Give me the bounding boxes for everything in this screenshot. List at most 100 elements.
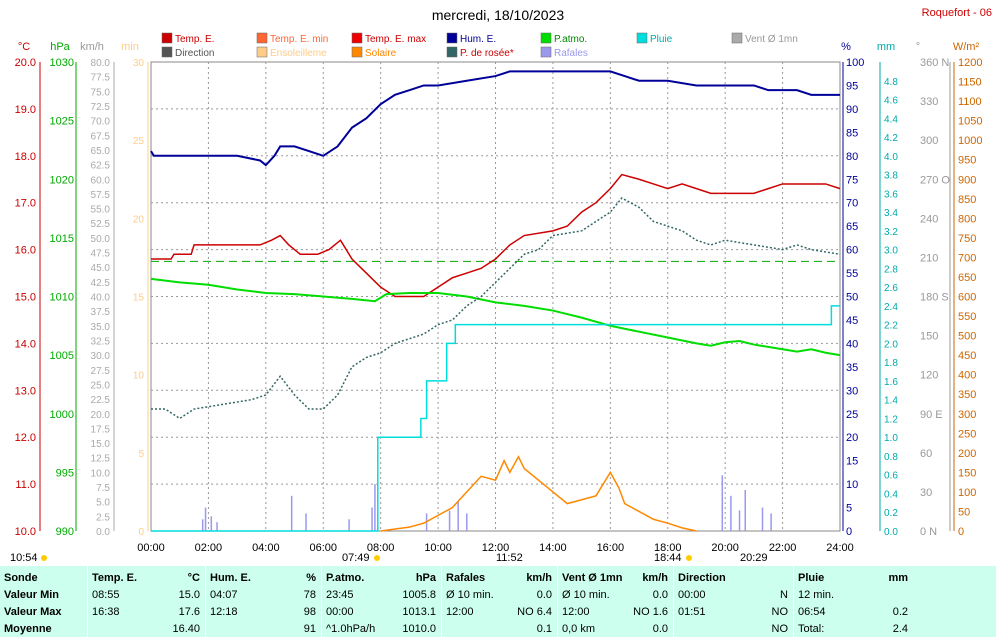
x-tick-label: 02:00 <box>195 542 223 554</box>
tick-solar: 500 <box>958 331 976 343</box>
series-line-1 <box>150 277 841 357</box>
sunset-time: 18:44 <box>654 552 682 564</box>
tick-solar: 0 <box>958 526 964 538</box>
tick-wind: 40.0 <box>91 293 111 304</box>
tick-hum: 10 <box>846 479 858 491</box>
tick-dir: 60 <box>920 448 932 460</box>
tick-dir: 270 O <box>920 174 950 186</box>
legend-swatch <box>256 32 268 44</box>
tick-rain: 4.6 <box>884 96 898 107</box>
table-cell-time: 00:00 <box>678 589 706 601</box>
x-tick-label: 00:00 <box>137 542 165 554</box>
tick-solar: 1200 <box>958 57 982 69</box>
unit-dir: ° <box>916 41 920 53</box>
unit-wind: km/h <box>80 41 104 53</box>
tick-wind: 70.0 <box>91 117 111 128</box>
tick-solar: 200 <box>958 448 976 460</box>
tick-rain: 0.6 <box>884 471 898 482</box>
unit-min: min <box>121 41 139 53</box>
tick-temp: 18.0 <box>15 151 36 163</box>
table-cell-value: 1013.1 <box>402 606 436 618</box>
legend-swatch <box>540 46 552 58</box>
tick-hum: 100 <box>846 57 864 69</box>
tick-solar: 1050 <box>958 116 982 128</box>
tick-temp: 11.0 <box>15 479 36 491</box>
table-header: Vent Ø 1mn <box>562 572 623 584</box>
table-cell-value: 1010.0 <box>402 623 436 635</box>
tick-solar: 950 <box>958 155 976 167</box>
tick-wind: 80.0 <box>91 58 111 69</box>
tick-min: 30 <box>133 58 145 69</box>
tick-wind: 15.0 <box>91 439 111 450</box>
table-cell-value: 98 <box>303 606 316 618</box>
table-cell-value: 2.4 <box>892 623 908 635</box>
tick-wind: 67.5 <box>91 131 111 142</box>
table-cell-value: NO 6.4 <box>517 606 552 618</box>
tick-rain: 2.8 <box>884 264 898 275</box>
tick-dir: 300 <box>920 135 938 147</box>
tick-solar: 800 <box>958 213 976 225</box>
table-cell-time: Ø 10 min. <box>562 589 610 601</box>
table-cell-time: 08:55 <box>92 589 120 601</box>
legend-label: Temp. E. min <box>270 34 328 45</box>
tick-wind: 20.0 <box>91 410 111 421</box>
summary-table: Sonde Valeur Min Valeur Max Moyenne Temp. E.… <box>0 566 996 637</box>
tick-temp: 10.0 <box>15 526 36 538</box>
x-tick-label: 12:00 <box>482 542 510 554</box>
tick-press: 1000 <box>50 409 74 421</box>
tick-press: 1015 <box>50 233 74 245</box>
legend-swatch <box>256 46 268 58</box>
tick-wind: 10.0 <box>91 468 111 479</box>
tick-solar: 1100 <box>958 96 982 108</box>
tick-rain: 2.6 <box>884 283 898 294</box>
table-unit: hPa <box>415 572 436 584</box>
tick-press: 990 <box>56 526 74 538</box>
tick-hum: 40 <box>846 338 858 350</box>
tick-wind: 45.0 <box>91 263 111 274</box>
table-cell-value: 15.0 <box>178 589 200 601</box>
tick-rain: 0.8 <box>884 452 898 463</box>
tick-press: 1030 <box>50 57 74 69</box>
table-cell-value: 0.0 <box>652 589 668 601</box>
tick-dir: 150 <box>920 331 938 343</box>
sunset-marker <box>686 555 692 561</box>
tick-rain: 3.8 <box>884 171 898 182</box>
tick-press: 1010 <box>50 292 74 304</box>
tick-rain: 1.0 <box>884 433 898 444</box>
tick-solar: 50 <box>958 506 970 518</box>
table-cell-time: 12:00 <box>446 606 474 618</box>
tick-solar: 1000 <box>958 135 982 147</box>
table-row-label: Valeur Max <box>4 606 62 618</box>
tick-rain: 0.0 <box>884 527 898 538</box>
table-cell-value: 0.1 <box>536 623 552 635</box>
tick-hum: 55 <box>846 268 858 280</box>
table-cell-time: 12:18 <box>210 606 238 618</box>
table-cell-value: 0.0 <box>652 623 668 635</box>
tick-solar: 900 <box>958 174 976 186</box>
table-cell-time: 12:00 <box>562 606 590 618</box>
weather-chart: mercredi, 18/10/2023 Roquefort - 06 Temp. … <box>10 7 992 564</box>
moonset-time: 20:29 <box>740 552 768 564</box>
tick-dir: 30 <box>920 487 932 499</box>
tick-wind: 52.5 <box>91 219 111 230</box>
series-line-2 <box>150 70 840 167</box>
tick-rain: 2.4 <box>884 302 898 313</box>
table-cell-value: NO <box>771 623 789 635</box>
tick-wind: 62.5 <box>91 161 111 172</box>
tick-dir: 330 <box>920 96 938 108</box>
legend-label: P. de rosée* <box>460 48 514 59</box>
legend-swatch <box>540 32 552 44</box>
table-unit: mm <box>888 572 908 584</box>
tick-wind: 42.5 <box>91 278 111 289</box>
tick-rain: 0.2 <box>884 508 898 519</box>
table-cell-value: 1005.8 <box>402 589 436 601</box>
series-line-0 <box>151 173 841 298</box>
tick-temp: 13.0 <box>15 385 36 397</box>
tick-solar: 650 <box>958 272 976 284</box>
chart-title: mercredi, 18/10/2023 <box>432 7 565 23</box>
tick-solar: 450 <box>958 350 976 362</box>
unit-hum: % <box>841 41 851 53</box>
tick-hum: 25 <box>846 409 858 421</box>
tick-solar: 1150 <box>958 77 982 89</box>
table-cell-value: 91 <box>303 623 316 635</box>
